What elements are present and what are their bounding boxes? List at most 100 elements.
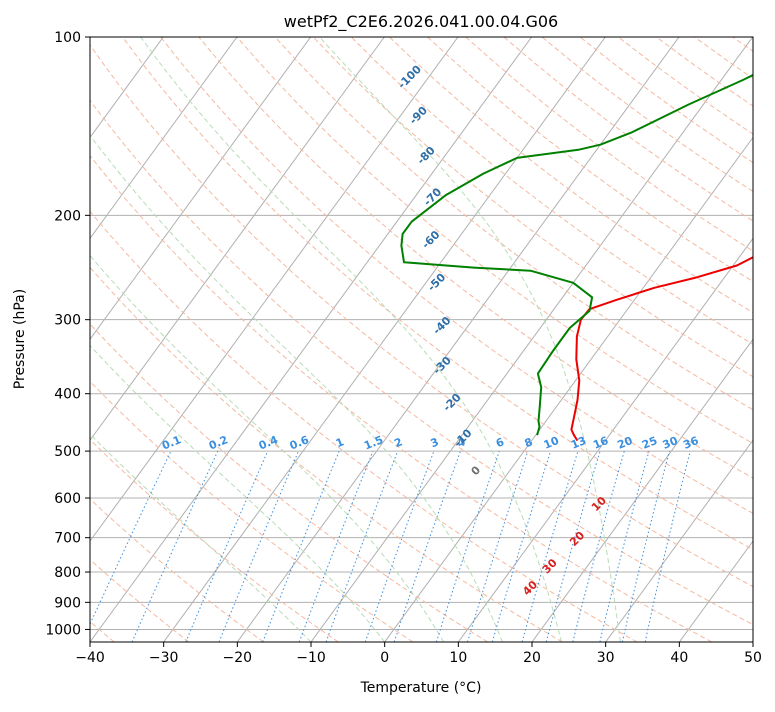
- mixing-ratio-label: 10: [542, 434, 561, 452]
- temperature-profile: [571, 37, 775, 441]
- mixing-ratio-line: [365, 451, 434, 642]
- theta-label: -90: [407, 104, 430, 127]
- isotherm-line: [0, 37, 384, 642]
- mixing-ratio-label: 2: [392, 435, 404, 450]
- isotherm-line: [16, 37, 458, 642]
- isotherm-line: [606, 37, 775, 642]
- mixing-ratio-line: [600, 451, 649, 642]
- mixing-ratio-label: 30: [661, 434, 680, 452]
- mixing-ratio-label: 13: [569, 434, 588, 452]
- mixing-ratio-line: [436, 451, 499, 642]
- theta-label: 40: [520, 578, 540, 598]
- dry-adiabat-line: [656, 37, 775, 642]
- dry-adiabat-line: [771, 37, 775, 642]
- theta-label: 30: [540, 556, 560, 576]
- theta-label: 0: [469, 463, 484, 478]
- x-tick-label: −10: [296, 650, 326, 666]
- x-tick-label: 40: [670, 650, 688, 666]
- mixing-ratio-line: [522, 451, 578, 642]
- mixing-ratio-label: 1.5: [362, 433, 385, 452]
- theta-label: -50: [425, 270, 448, 293]
- mixing-ratio-label: 8: [523, 435, 535, 450]
- moist-adiabat-line: [0, 37, 311, 642]
- dry-adiabat-line: [0, 37, 189, 642]
- y-tick-label: 100: [54, 30, 81, 46]
- isotherm-line: [164, 37, 606, 642]
- x-tick-label: 10: [449, 650, 467, 666]
- x-tick-label: 0: [380, 650, 389, 666]
- theta-label: 10: [589, 494, 609, 514]
- mixing-ratio-label: 0.4: [257, 433, 280, 452]
- mixing-ratio-label: 36: [681, 434, 700, 452]
- y-tick-label: 500: [54, 444, 81, 460]
- dry-adiabat-line: [0, 37, 338, 642]
- y-tick-label: 700: [54, 531, 81, 547]
- theta-label: -20: [440, 391, 463, 414]
- isotherm-line: [90, 37, 532, 642]
- plot-frame: [90, 37, 753, 642]
- theta-label: -30: [431, 354, 454, 377]
- mixing-ratio-line: [394, 451, 460, 642]
- mixing-ratio-line: [263, 451, 339, 642]
- theta-label: -60: [419, 228, 442, 251]
- y-tick-label: 300: [54, 313, 81, 329]
- mixing-ratio-label: 25: [640, 434, 659, 452]
- theta-label: 20: [567, 529, 587, 549]
- isotherm-line: [753, 37, 775, 642]
- x-tick-label: −30: [149, 650, 179, 666]
- isotherm-line: [0, 37, 311, 642]
- y-tick-label: 1000: [45, 622, 81, 638]
- isotherm-line: [311, 37, 753, 642]
- y-tick-label: 900: [54, 595, 81, 611]
- mixing-ratio-line: [132, 451, 218, 642]
- mixing-ratio-line: [82, 451, 171, 642]
- chart-grid: [0, 37, 775, 642]
- y-tick-label: 800: [54, 565, 81, 581]
- x-tick-label: −20: [223, 650, 253, 666]
- x-tick-label: 50: [744, 650, 762, 666]
- theta-label: -10: [451, 426, 474, 449]
- isotherm-line: [0, 37, 237, 642]
- y-tick-label: 400: [54, 387, 81, 403]
- mixing-ratio-label: 20: [615, 434, 634, 452]
- moist-adiabat-line: [320, 37, 621, 642]
- dry-adiabat-line: [0, 37, 562, 642]
- y-tick-label: 600: [54, 491, 81, 507]
- theta-label: -40: [430, 314, 453, 337]
- mixing-ratio-line: [622, 451, 669, 642]
- isotherm-line: [532, 37, 775, 642]
- dry-adiabat-line: [161, 37, 775, 642]
- dry-adiabat-line: [390, 37, 775, 642]
- mixing-ratio-line: [468, 451, 528, 642]
- chart-title: wetPf2_C2E6.2026.041.00.04.G06: [284, 12, 558, 32]
- dry-adiabat-line: [466, 37, 775, 642]
- mixing-ratio-label: 0.2: [207, 433, 230, 452]
- moist-adiabat-line: [25, 37, 503, 642]
- isotherm-line: [385, 37, 775, 642]
- theta-label: -70: [421, 185, 444, 208]
- dry-adiabat-line: [733, 37, 775, 642]
- dry-adiabat-line: [0, 37, 264, 642]
- theta-label: -100: [395, 63, 424, 92]
- dry-adiabat-line: [428, 37, 775, 642]
- mixing-ratio-line: [645, 451, 690, 642]
- dewpoint-profile: [401, 37, 775, 435]
- mixing-ratio-line: [492, 451, 550, 642]
- y-axis-label: Pressure (hPa): [12, 289, 28, 389]
- theta-label: -80: [415, 144, 438, 167]
- mixing-ratio-label: 16: [591, 434, 610, 452]
- x-tick-label: −40: [75, 650, 105, 666]
- mixing-ratio-label: 0.6: [288, 433, 311, 452]
- x-tick-label: 30: [597, 650, 615, 666]
- y-tick-label: 200: [54, 208, 81, 224]
- mixing-ratio-label: 1: [334, 435, 346, 450]
- x-axis-label: Temperature (°C): [360, 680, 482, 696]
- isotherm-line: [679, 37, 775, 642]
- moist-adiabat-line: [0, 37, 385, 642]
- x-tick-label: 20: [523, 650, 541, 666]
- mixing-ratio-label: 3: [429, 435, 441, 450]
- dry-adiabat-line: [313, 37, 775, 642]
- dry-adiabat-line: [695, 37, 775, 642]
